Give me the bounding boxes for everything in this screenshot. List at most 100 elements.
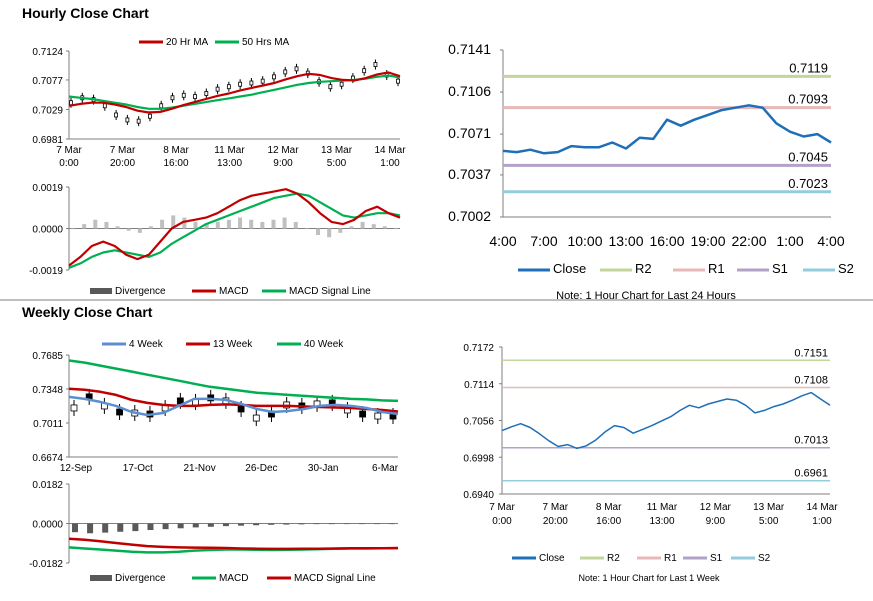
weekly-macd-macd-legend-label: MACD bbox=[219, 573, 248, 584]
weekly-macd-divergence-bar bbox=[313, 523, 320, 525]
hourly-macd-signal-line bbox=[68, 192, 401, 269]
hourly-price-candle bbox=[148, 113, 152, 119]
hourly-macd-divergence-bar bbox=[82, 224, 87, 229]
weekly-macd-divergence-bar bbox=[298, 523, 305, 525]
hourly-price-x-tick-date: 8 Mar bbox=[163, 145, 189, 156]
weekly-pivot-s1-legend-label: S1 bbox=[710, 553, 723, 564]
weekly-price-y-tick-label: 0.6674 bbox=[32, 453, 63, 464]
hourly-price-x-tick-time: 9:00 bbox=[273, 158, 293, 169]
hourly-pivot-x-tick-label: 4:00 bbox=[817, 233, 844, 249]
hourly-macd-chart: 0.0019 0.0000 -0.0019 Divergence MACD MACD Si… bbox=[29, 183, 401, 297]
weekly-pivot-x-tick-time: 1:00 bbox=[812, 516, 832, 527]
hourly-price-candle bbox=[159, 103, 164, 109]
weekly-price-y-tick-label: 0.7011 bbox=[33, 419, 63, 430]
hourly-price-x-tick-time: 5:00 bbox=[327, 158, 347, 169]
hourly-price-candle bbox=[69, 100, 73, 106]
hourly-macd-macd-legend-label: MACD bbox=[219, 286, 248, 297]
weekly-pivot-s2-label: 0.6961 bbox=[794, 468, 828, 480]
hourly-price-candle bbox=[193, 94, 197, 99]
hourly-macd-divergence-bar bbox=[349, 226, 354, 229]
weekly-price-4wk-line bbox=[68, 395, 399, 417]
weekly-pivot-r2-legend-label: R2 bbox=[607, 553, 620, 564]
weekly-macd-chart: 0.0182 0.0000 -0.0182 Divergence MACD MACD Si… bbox=[29, 480, 399, 584]
hourly-price-y-tick-label: 0.7077 bbox=[32, 76, 63, 87]
hourly-macd-divergence-bar bbox=[382, 226, 387, 229]
weekly-macd-divergence-bar bbox=[207, 523, 214, 527]
hourly-macd-divergence-bar bbox=[148, 226, 153, 229]
hourly-price-candle bbox=[204, 91, 209, 96]
weekly-pivot-close-legend-label: Close bbox=[539, 553, 565, 564]
weekly-macd-divergence-bar bbox=[117, 523, 124, 532]
hourly-pivot-x-tick-label: 10:00 bbox=[567, 233, 602, 249]
hourly-section-title: Hourly Close Chart bbox=[22, 5, 149, 21]
weekly-macd-divergence-bar bbox=[389, 523, 395, 525]
hourly-pivot-x-tick-label: 13:00 bbox=[608, 233, 643, 249]
hourly-macd-divergence-bar bbox=[371, 224, 376, 229]
weekly-price-4wk-legend-label: 4 Week bbox=[129, 339, 164, 350]
hourly-macd-divergence-bar bbox=[160, 219, 165, 229]
weekly-macd-divergence-bar bbox=[192, 523, 199, 528]
hourly-pivot-s1-legend-label: S1 bbox=[772, 261, 788, 276]
weekly-macd-divergence-bar bbox=[162, 523, 169, 530]
weekly-macd-divergence-bar bbox=[373, 523, 380, 525]
hourly-price-candle bbox=[294, 66, 299, 72]
hourly-price-candle bbox=[114, 112, 119, 118]
hourly-pivot-s1-label: 0.7045 bbox=[788, 149, 828, 164]
hourly-price-y-tick-label: 0.7124 bbox=[32, 47, 63, 58]
hourly-macd-y-tick-label: -0.0019 bbox=[29, 266, 63, 277]
weekly-pivot-r2-label: 0.7151 bbox=[794, 347, 828, 359]
hourly-pivot-x-tick-label: 22:00 bbox=[731, 233, 766, 249]
hourly-price-candle bbox=[215, 86, 220, 92]
weekly-pivot-x-tick-time: 9:00 bbox=[706, 516, 726, 527]
hourly-macd-divergence-bar bbox=[394, 228, 398, 230]
hourly-pivot-s2-label: 0.7023 bbox=[788, 176, 828, 191]
weekly-macd-divergence-bar bbox=[268, 523, 275, 525]
hourly-macd-line bbox=[68, 188, 401, 267]
hourly-price-20hr-legend-label: 20 Hr MA bbox=[166, 37, 209, 48]
weekly-price-13wk-legend-label: 13 Week bbox=[213, 339, 253, 350]
hourly-price-x-tick-date: 13 Mar bbox=[321, 145, 353, 156]
hourly-price-x-tick-time: 16:00 bbox=[163, 158, 188, 169]
hourly-price-x-tick-date: 14 Mar bbox=[374, 145, 406, 156]
hourly-pivot-x-tick-label: 7:00 bbox=[530, 233, 557, 249]
hourly-pivot-y-tick-label: 0.7106 bbox=[448, 83, 491, 99]
weekly-price-y-tick-label: 0.7348 bbox=[32, 385, 63, 396]
weekly-price-candle bbox=[252, 414, 260, 422]
hourly-macd-y-tick-label: 0.0019 bbox=[32, 183, 63, 194]
weekly-pivot-close-line bbox=[501, 391, 831, 450]
weekly-macd-divergence-bar bbox=[343, 523, 350, 525]
hourly-price-candle bbox=[136, 118, 141, 124]
weekly-pivot-chart: 0.7172 0.7114 0.7056 0.6998 0.6940 0.7151 0.71… bbox=[463, 343, 838, 583]
hourly-price-candle bbox=[328, 84, 333, 90]
weekly-pivot-x-tick-date: 7 Mar bbox=[489, 502, 515, 513]
hourly-price-candle bbox=[125, 117, 130, 123]
hourly-pivot-y-tick-label: 0.7071 bbox=[448, 125, 491, 141]
weekly-macd-divergence-bar bbox=[222, 523, 229, 527]
weekly-pivot-x-tick-time: 0:00 bbox=[492, 516, 512, 527]
hourly-price-candle bbox=[102, 103, 107, 109]
hourly-pivot-x-tick-label: 1:00 bbox=[776, 233, 803, 249]
weekly-macd-divergence-bar bbox=[253, 523, 260, 526]
hourly-macd-divergence-bar bbox=[338, 228, 343, 233]
hourly-pivot-r2-label: 0.7119 bbox=[789, 60, 828, 75]
weekly-price-x-tick-label: 30-Jan bbox=[308, 463, 339, 474]
weekly-macd-divergence-bar bbox=[283, 523, 290, 525]
weekly-macd-divergence-bar bbox=[147, 523, 154, 531]
weekly-price-candle bbox=[70, 404, 78, 412]
weekly-macd-signal-legend-label: MACD Signal Line bbox=[294, 573, 376, 584]
weekly-macd-divergence-bar bbox=[102, 523, 109, 533]
hourly-macd-divergence-bar bbox=[327, 228, 332, 238]
weekly-pivot-x-tick-time: 16:00 bbox=[596, 516, 621, 527]
hourly-price-20hr-ma-line bbox=[68, 71, 401, 114]
hourly-price-candle bbox=[283, 69, 288, 75]
hourly-price-candle bbox=[396, 78, 400, 84]
weekly-pivot-x-tick-time: 20:00 bbox=[543, 516, 568, 527]
hourly-macd-divergence-bar bbox=[193, 221, 198, 229]
weekly-price-candle bbox=[237, 405, 245, 413]
hourly-price-x-tick-time: 1:00 bbox=[380, 158, 400, 169]
weekly-price-40wk-line bbox=[68, 359, 399, 403]
weekly-pivot-x-tick-time: 13:00 bbox=[649, 516, 674, 527]
hourly-macd-divergence-bar bbox=[93, 219, 98, 229]
